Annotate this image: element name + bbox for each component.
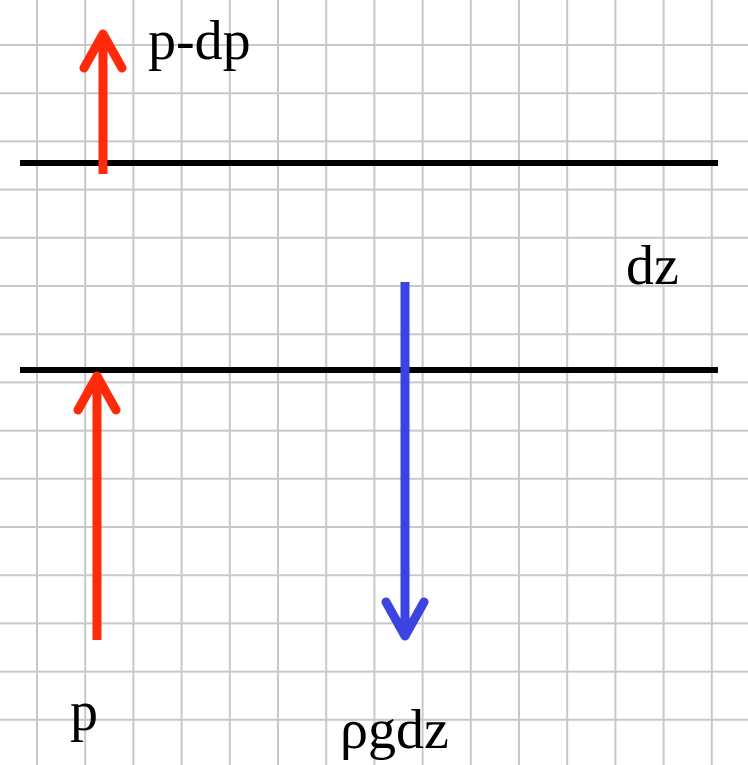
weight-arrow [381,282,429,641]
pressure-bottom-label: p [70,681,98,743]
upper-pressure-arrow [79,29,127,174]
thickness-label: dz [626,235,679,297]
pressure-top-label: p-dp [148,10,251,72]
lower-pressure-arrow [73,371,121,640]
weight-label: ρgdz [340,699,449,761]
